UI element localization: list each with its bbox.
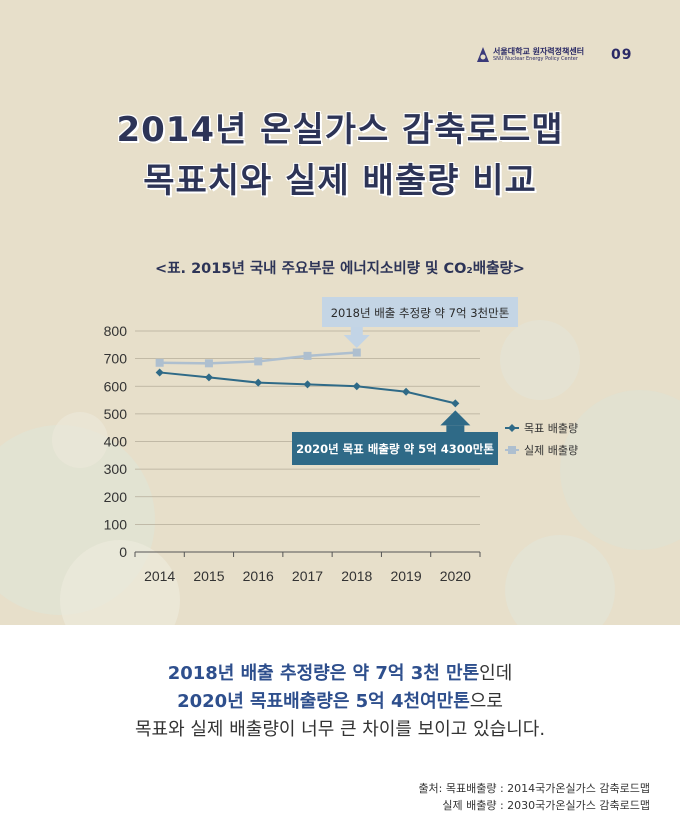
legend-marker [508, 424, 516, 432]
data-point [303, 351, 312, 360]
source-line-2: 실제 배출량 : 2030국가온실가스 감축로드맵 [442, 799, 650, 812]
summary-line2-highlight: 2020년 목표배출량은 5억 4천여만톤 [177, 691, 470, 712]
annotation-arrow-2020 [446, 425, 465, 436]
summary-line1-rest: 인데 [479, 663, 513, 684]
annotation-arrow-2018 [343, 335, 370, 348]
y-tick-label: 100 [104, 516, 128, 532]
data-point [254, 378, 263, 387]
x-tick-label: 2016 [243, 568, 274, 584]
data-point [155, 368, 164, 377]
legend-label: 목표 배출량 [524, 422, 578, 435]
data-point [204, 359, 213, 368]
summary-text: 2018년 배출 추정량은 약 7억 3천 만톤인데 2020년 목표배출량은 … [0, 660, 680, 744]
y-tick-label: 400 [104, 434, 128, 450]
summary-line2-rest: 으로 [469, 691, 503, 712]
data-point [352, 382, 361, 391]
x-tick-label: 2019 [390, 568, 421, 584]
y-tick-label: 200 [104, 489, 128, 505]
legend-label: 실제 배출량 [524, 444, 578, 457]
x-tick-label: 2020 [440, 568, 471, 584]
y-tick-label: 800 [104, 323, 128, 339]
annotation-box-2018 [322, 297, 518, 327]
summary-line1-highlight: 2018년 배출 추정량은 약 7억 3천 만톤 [167, 663, 480, 684]
annotation-box-2020 [292, 432, 498, 465]
data-point [254, 357, 263, 366]
y-tick-label: 600 [104, 378, 128, 394]
data-point [402, 387, 411, 396]
annotation-text-2018: 2018년 배출 추정량 약 7억 3천만톤 [331, 306, 510, 320]
org-name-english: SNU Nuclear Energy Policy Center [493, 56, 578, 62]
summary-line3: 목표와 실제 배출량이 너무 큰 차이를 보이고 있습니다. [134, 719, 546, 740]
emissions-line-chart: 0 100 200 300 400 500 600 700 800 2014 2015 2016 201… [104, 297, 578, 584]
data-point [155, 358, 164, 367]
data-point [451, 399, 460, 408]
source-citation: 출처: 목표배출량 : 2014국가온실가스 감축로드맵 실제 배출량 : 20… [418, 780, 650, 814]
page-number: 09 [611, 47, 633, 63]
x-tick-label: 2018 [341, 568, 372, 584]
emblem-icon [477, 47, 489, 62]
background-decoration [60, 540, 180, 625]
infographic-poster: 서울대학교 원자력정책센터 SNU Nuclear Energy Policy … [0, 0, 680, 625]
annotation-arrow-2018 [350, 327, 363, 335]
x-tick-label: 2014 [144, 568, 175, 584]
y-tick-label: 700 [104, 351, 128, 367]
data-point [352, 348, 361, 357]
y-tick-label: 500 [104, 406, 128, 422]
annotation-arrow-2020 [440, 410, 471, 426]
y-tick-label: 0 [119, 544, 127, 560]
org-name-korean: 서울대학교 원자력정책센터 [493, 47, 585, 56]
y-tick-label: 300 [104, 461, 128, 477]
org-logo: 서울대학교 원자력정책센터 SNU Nuclear Energy Policy … [476, 46, 584, 64]
annotation-text-2020: 2020년 목표 배출량 약 5억 4300만톤 [296, 442, 494, 456]
data-point [204, 373, 213, 382]
page-title-line-1: 2014년 온실가스 감축로드맵 [116, 110, 564, 150]
x-tick-label: 2017 [292, 568, 323, 584]
data-point [303, 380, 312, 389]
page-title-line-2: 목표치와 실제 배출량 비교 [143, 161, 537, 201]
legend-marker [508, 446, 516, 454]
chart-subtitle: <표. 2015년 국내 주요부문 에너지소비량 및 CO₂배출량> [155, 261, 525, 277]
source-line-1: 출처: 목표배출량 : 2014국가온실가스 감축로드맵 [418, 782, 650, 795]
x-tick-label: 2015 [193, 568, 224, 584]
